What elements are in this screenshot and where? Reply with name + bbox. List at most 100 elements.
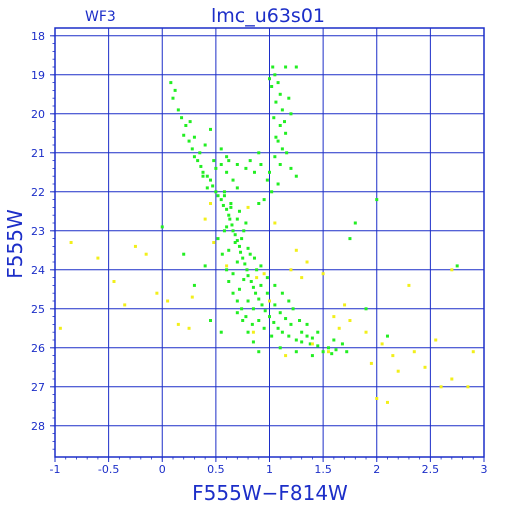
star-point [300,340,304,344]
star-point [455,264,459,268]
star-point [182,133,186,137]
star-point [340,342,344,346]
star-point [289,112,293,116]
faint-star-point [58,326,62,330]
star-point [259,264,263,268]
star-point [300,330,304,334]
faint-star-point [412,350,416,354]
faint-star-point [305,260,309,264]
star-point [248,252,252,256]
faint-star-point [407,283,411,287]
star-point [249,280,253,283]
y-tick-label: 19 [31,69,45,82]
star-point [268,170,271,174]
faint-star-point [251,330,255,334]
faint-star-series [58,202,475,404]
faint-star-point [155,291,159,295]
star-point [348,237,352,241]
star-point [330,352,334,356]
y-tick-label: 25 [31,303,45,316]
star-point [219,147,223,151]
star-point [240,237,244,241]
star-point [251,307,255,311]
y-tick-label: 22 [31,186,45,199]
star-point [270,190,274,194]
faint-star-point [268,299,271,303]
faint-star-point [225,264,229,268]
faint-star-point [133,244,137,248]
star-point [276,182,280,186]
star-point [280,291,284,295]
star-point [214,166,218,170]
star-point [326,346,330,350]
star-point [235,239,239,243]
star-point [231,178,235,182]
star-point [233,233,237,237]
y-tick-label: 18 [31,30,45,43]
star-point [310,336,314,340]
star-point [243,262,247,266]
faint-star-point [391,354,395,358]
x-tick-label: -1 [50,463,61,476]
y-tick-label: 28 [31,420,45,433]
star-point [219,198,223,202]
faint-star-point [96,256,100,260]
faint-star-point [310,342,314,346]
faint-star-point [434,338,438,342]
y-tick-label: 20 [31,108,45,121]
star-point [209,178,213,182]
star-point [192,135,196,139]
faint-star-point [332,315,336,319]
star-point [278,92,282,96]
star-point [270,334,274,338]
star-point [233,241,237,244]
faint-star-point [144,252,148,256]
star-point [316,330,320,334]
star-point [216,237,220,241]
star-point [287,299,291,303]
star-point [291,307,295,311]
star-point [298,319,302,322]
star-point [262,326,266,330]
x-tick-label: 3 [481,463,488,476]
star-point [252,256,256,260]
faint-star-point [385,400,389,404]
star-point [237,287,241,291]
star-point [353,221,357,225]
star-point [188,120,192,124]
star-point [246,330,250,334]
star-point [270,85,274,88]
star-point [284,131,288,135]
faint-star-point [212,241,216,244]
star-point [242,229,246,233]
star-point [294,174,298,178]
star-point [219,163,223,166]
star-point [263,309,267,313]
star-point [220,252,224,256]
y-tick-label: 24 [31,264,45,277]
star-point [265,291,269,295]
star-point [310,354,314,358]
star-point [273,283,277,287]
star-point [169,81,173,85]
faint-star-point [300,276,304,280]
star-point [305,322,309,326]
star-point [235,311,239,315]
star-point [222,229,226,233]
x-tick-label: 2 [373,463,380,476]
star-point [235,217,239,221]
star-point [321,350,325,354]
faint-star-point [471,350,475,354]
star-point [257,297,261,301]
star-point [385,334,389,338]
x-tick-label: -0.5 [98,463,119,476]
star-point [209,127,213,131]
star-point [225,225,229,229]
star-point [276,326,280,330]
faint-star-point [348,319,352,322]
star-point [225,155,229,159]
star-point [235,186,239,190]
star-point [284,317,288,321]
